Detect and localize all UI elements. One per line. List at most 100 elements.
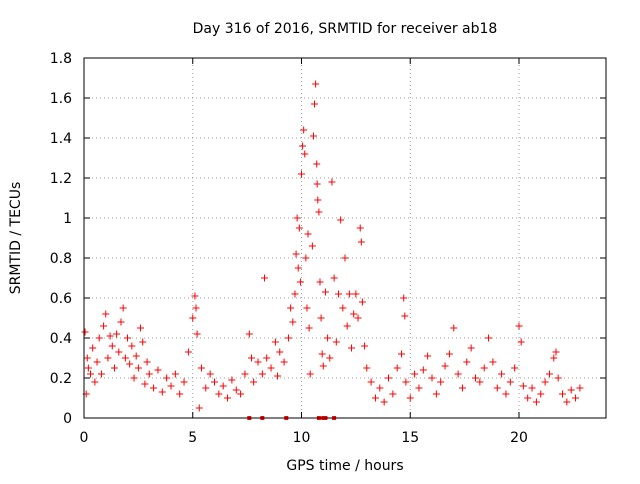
data-point [316,278,324,286]
data-point [128,342,136,350]
data-point [330,274,338,282]
data-point [401,312,409,320]
data-point [550,354,558,362]
data-point [358,298,366,306]
data-point [326,354,334,362]
data-point [480,364,488,372]
data-point [511,364,519,372]
data-point [317,314,325,322]
data-point [299,142,307,150]
data-point [572,394,580,402]
y-tick-label: 0.4 [50,331,72,347]
x-tick-label: 0 [80,430,89,446]
grid [84,58,606,418]
data-point [321,288,329,296]
data-point [454,370,462,378]
data-point [445,350,453,358]
data-point [258,370,266,378]
data-point [84,364,92,372]
data-point [303,304,311,312]
y-tick-label: 1.2 [50,171,72,187]
data-point [300,126,308,134]
data-point [552,348,560,356]
data-point [324,334,332,342]
data-point [143,358,151,366]
data-point [191,292,199,300]
y-tick-label: 1 [63,211,72,227]
data-point [113,330,121,338]
data-point [176,390,184,398]
data-point [319,362,327,370]
data-point [311,100,319,108]
data-point [192,304,200,312]
data-point [289,318,297,326]
y-tick-label: 1.8 [50,51,72,67]
data-point [554,374,562,382]
data-point [402,378,410,386]
x-axis-label: GPS time / hours [286,458,403,474]
data-point [356,224,364,232]
data-point [134,364,142,372]
data-point [493,384,501,392]
data-point [211,378,218,386]
data-point [385,374,392,382]
data-point [313,160,321,168]
data-point [476,378,484,386]
y-tick-label: 1.6 [50,91,72,107]
data-point [197,364,205,372]
data-point [306,370,314,378]
data-point [145,370,153,378]
data-point [110,364,118,372]
data-point [398,350,406,358]
x-tick-label: 5 [188,430,197,446]
x-tick-label: 15 [401,430,419,446]
y-tick-label: 0 [63,411,72,427]
data-point [280,358,288,366]
data-point [224,394,232,402]
data-point [195,404,203,412]
data-point [424,352,432,360]
data-point [115,348,123,356]
data-point [352,290,360,298]
x-tick-label: 10 [293,430,311,446]
y-tick-label: 1.4 [50,131,72,147]
data-point [163,374,171,382]
chart-title: Day 316 of 2016, SRMTID for receiver ab1… [193,21,498,37]
data-point [485,334,493,342]
data-point [193,330,201,338]
y-tick-label: 0.8 [50,251,72,267]
data-point [232,386,240,394]
data-point [341,254,349,262]
data-point [132,352,140,360]
data-point [345,290,353,298]
data-point [294,264,302,272]
data-point [263,354,271,362]
data-point [393,364,401,372]
axis-ticks: 0 0.2 0.4 0.6 0.8 1 1.2 1.4 1.6 1.8 0 5 10 15 20 [50,51,606,446]
data-point [308,242,316,250]
data-point [167,382,175,390]
data-point [292,250,300,258]
data-point [150,384,158,392]
data-point [343,322,351,330]
data-point [498,370,506,378]
data-point [467,344,475,352]
data-point [313,180,321,188]
data-point [419,366,427,374]
data-point [287,304,295,312]
data-point [139,338,147,346]
data-point [361,342,369,350]
data-point [100,322,108,330]
data-point [489,358,497,366]
data-point [89,344,97,352]
data-point [376,384,384,392]
data-point [563,398,571,406]
data-points [81,80,584,420]
data-point [406,394,414,402]
data-point [276,348,284,356]
data-point [206,370,214,378]
data-point [428,374,436,382]
data-point [334,290,342,298]
